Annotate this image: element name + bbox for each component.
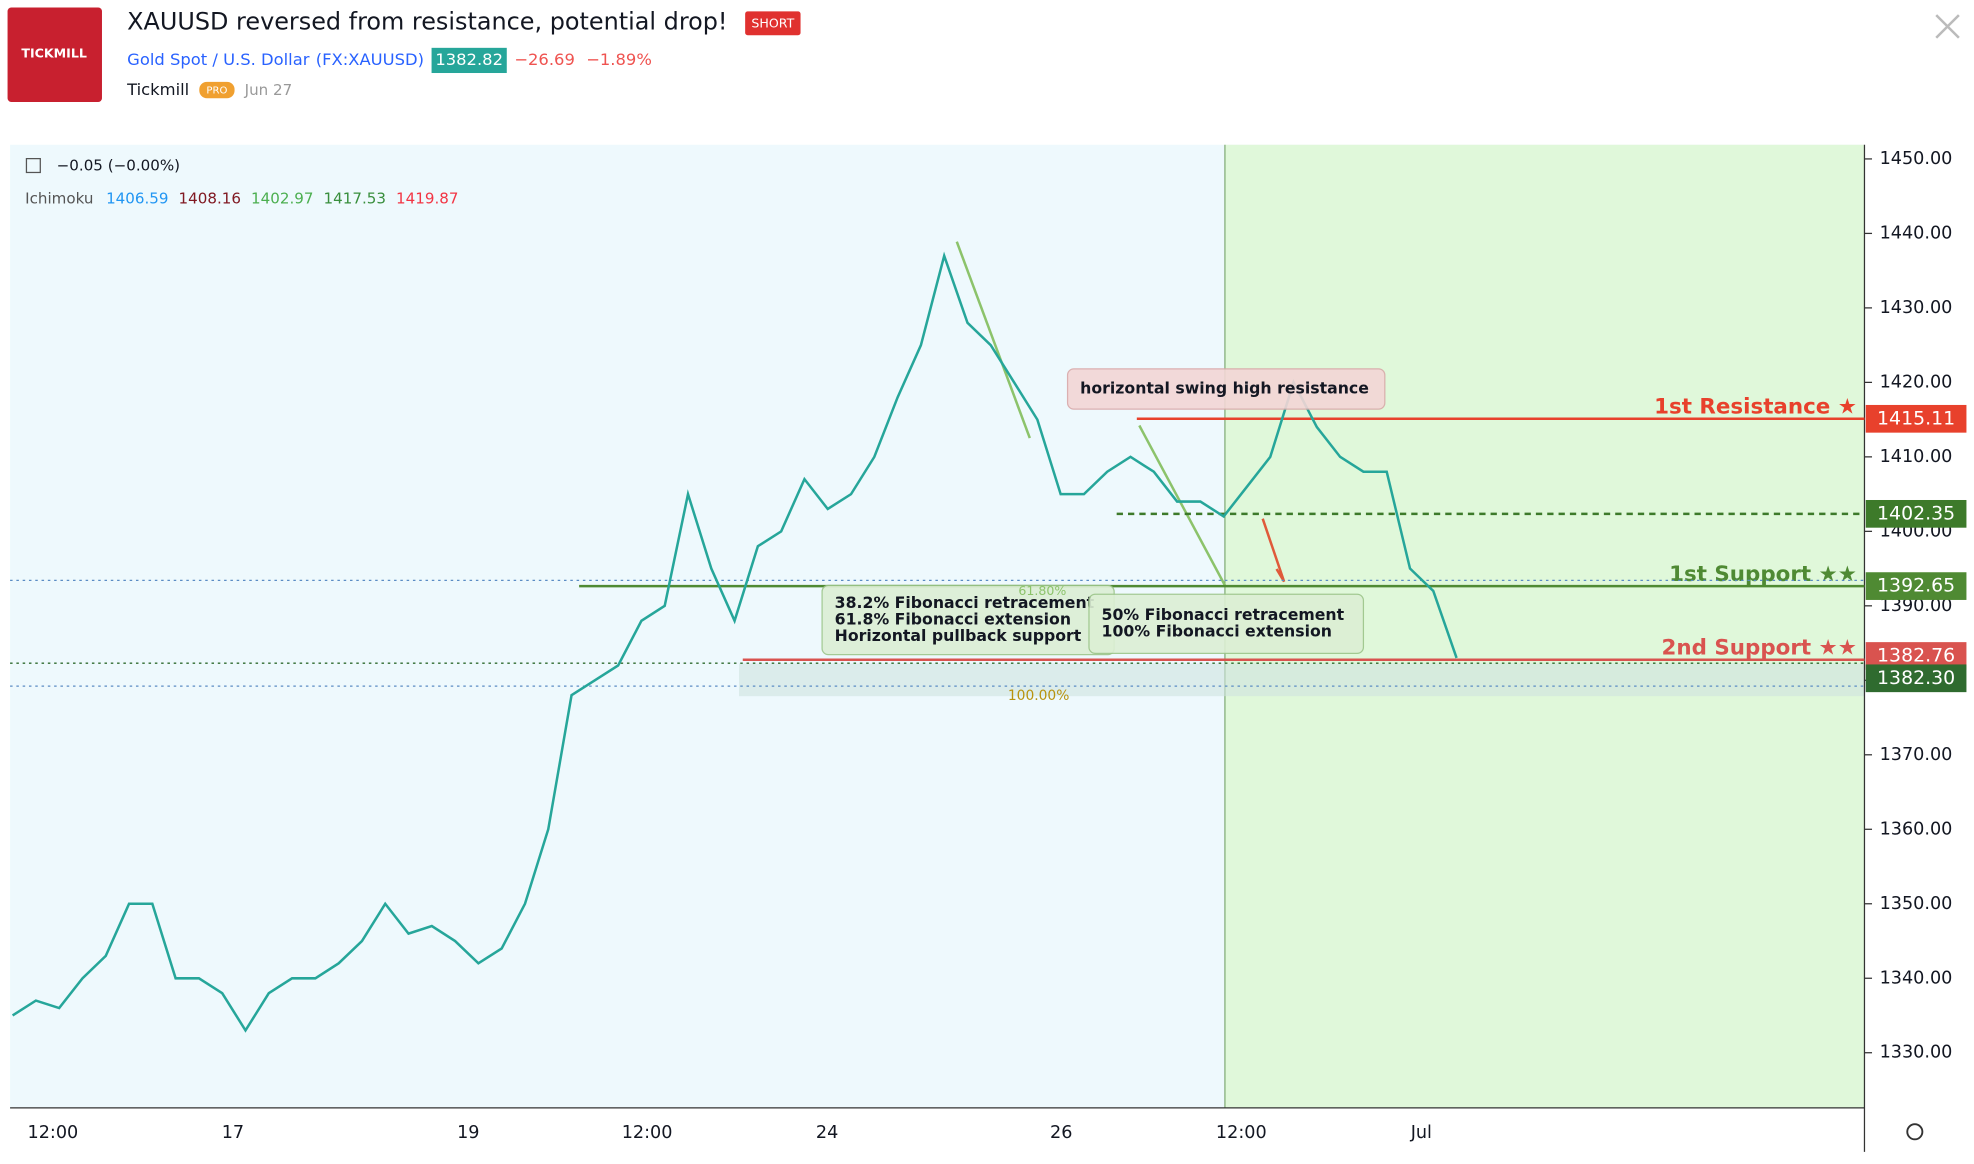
pro-badge: [199, 81, 235, 99]
settings-button[interactable]: [1906, 1123, 1924, 1141]
annotation-text: horizontal swing high resistance: [1080, 379, 1369, 398]
x-tick-label: Jul: [1410, 1123, 1432, 1143]
fib-label: 100.00%: [1008, 688, 1070, 704]
price-bg: [431, 47, 507, 74]
y-tick-label: 1440.00: [1880, 223, 1953, 243]
price-label: 1392.65: [1877, 575, 1955, 597]
x-tick-label: 12:00: [1216, 1123, 1267, 1143]
logo-text: TICKMILL: [21, 46, 86, 61]
annotation-text: 61.8% Fibonacci extension: [835, 610, 1071, 629]
indicator-value: 1406.59: [106, 189, 168, 207]
projection-arrow: [1138, 424, 1227, 586]
tag: SHORT: [751, 15, 794, 30]
collapse-button[interactable]: [25, 157, 41, 174]
author: Tickmill: [126, 80, 189, 99]
x-tick-label: 26: [1050, 1123, 1072, 1143]
price-label-bg: [1865, 664, 1967, 693]
indicator-name: Ichimoku: [25, 189, 93, 207]
y-tick-label: 1370.00: [1880, 745, 1953, 765]
y-tick-label: 1360.00: [1880, 819, 1953, 839]
change: −26.69: [514, 50, 575, 69]
y-tick-label: 1420.00: [1880, 372, 1953, 392]
y-tick-label: 1330.00: [1880, 1043, 1953, 1063]
change-pct: −1.89%: [586, 50, 652, 69]
annotation-text: 38.2% Fibonacci retracement: [835, 593, 1095, 612]
y-tick-label: 1390.00: [1880, 596, 1953, 616]
pro: PRO: [206, 86, 227, 97]
x-tick-label: 24: [816, 1123, 838, 1143]
title: XAUUSD reversed from resistance, potenti…: [127, 8, 727, 36]
price-line: [11, 251, 1458, 1033]
x-tick-label: 12:00: [622, 1123, 673, 1143]
indicator-value: 1419.87: [396, 189, 458, 207]
logo: [7, 7, 102, 102]
indicator-value: 1417.53: [324, 189, 386, 207]
annotation-box: [1066, 368, 1386, 410]
level-name: 1st Support ★★: [1669, 562, 1857, 587]
drop-arrow: [1261, 518, 1286, 583]
level-name: 2nd Support ★★: [1662, 635, 1857, 660]
projection-arrow: [955, 241, 1031, 439]
annotation-text: Horizontal pullback support: [835, 626, 1082, 645]
close-button[interactable]: [1935, 14, 1960, 39]
annotation-text: 100% Fibonacci extension: [1102, 621, 1332, 640]
y-tick-label: 1410.00: [1880, 447, 1953, 467]
date: Jun 27: [244, 81, 293, 99]
price-label-bg: [1865, 572, 1967, 600]
price-label-bg: [1865, 499, 1967, 528]
level-name: 1st Resistance ★: [1654, 394, 1857, 419]
status: −0.05 (−0.00%): [57, 157, 180, 175]
x-tick-label: 12:00: [28, 1123, 79, 1143]
y-tick-label: 1450.00: [1880, 149, 1953, 169]
price-label: 1402.35: [1877, 502, 1955, 524]
x-tick-label: 17: [222, 1123, 244, 1143]
y-tick-label: 1350.00: [1880, 894, 1953, 914]
support-zone: [738, 663, 1865, 697]
price-label: 1382.30: [1877, 667, 1955, 689]
fib-label: 61.80%: [1018, 583, 1066, 598]
price-label-bg: [1865, 404, 1967, 433]
price-label: 1382.76: [1877, 644, 1955, 666]
tag-badge: [745, 11, 801, 36]
y-tick-label: 1430.00: [1880, 298, 1953, 318]
indicator-value: 1408.16: [179, 189, 241, 207]
ticker: (FX:XAUUSD): [316, 50, 424, 69]
indicator-value: 1402.97: [251, 189, 313, 207]
price-label: 1415.11: [1877, 407, 1955, 429]
symbol: Gold Spot / U.S. Dollar: [127, 50, 310, 69]
x-tick-label: 19: [457, 1123, 479, 1143]
price: 1382.82: [435, 50, 503, 69]
annotation-text: 50% Fibonacci retracement: [1102, 605, 1345, 624]
annotation-box: [1088, 593, 1365, 655]
y-tick-label: 1340.00: [1880, 968, 1953, 988]
